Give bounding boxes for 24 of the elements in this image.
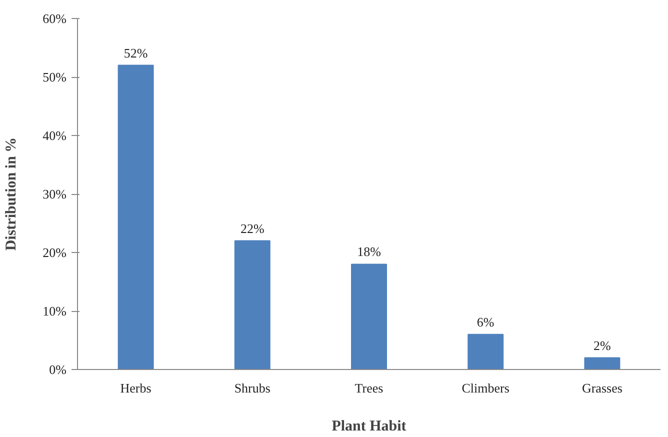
y-tick-label: 20% (42, 245, 67, 260)
y-tick-label: 30% (42, 186, 67, 202)
x-axis-title: Plant Habit (332, 418, 406, 434)
data-label: 18% (357, 244, 382, 260)
bar (584, 357, 620, 370)
bar (118, 64, 154, 370)
y-tick-label: 50% (42, 70, 67, 84)
data-label: 6% (476, 314, 494, 330)
y-tick-label: 60% (42, 11, 67, 26)
x-tick-label: Herbs (120, 380, 152, 396)
bar (234, 240, 270, 370)
data-label: 52% (124, 45, 148, 60)
x-tick-label: Trees (354, 380, 384, 396)
bar (351, 264, 387, 370)
x-tick-label: Grasses (582, 380, 622, 396)
bar (468, 334, 504, 370)
y-tick-label: 0% (49, 362, 67, 377)
data-label: 22% (240, 220, 264, 236)
y-tick-label: 40% (42, 128, 67, 143)
x-tick-label: Climbers (462, 380, 510, 396)
x-tick-label: Shrubs (234, 380, 270, 396)
y-tick-label: 10% (42, 304, 67, 318)
data-label: 2% (594, 338, 612, 353)
y-axis-title: Distribution in % (4, 137, 20, 251)
